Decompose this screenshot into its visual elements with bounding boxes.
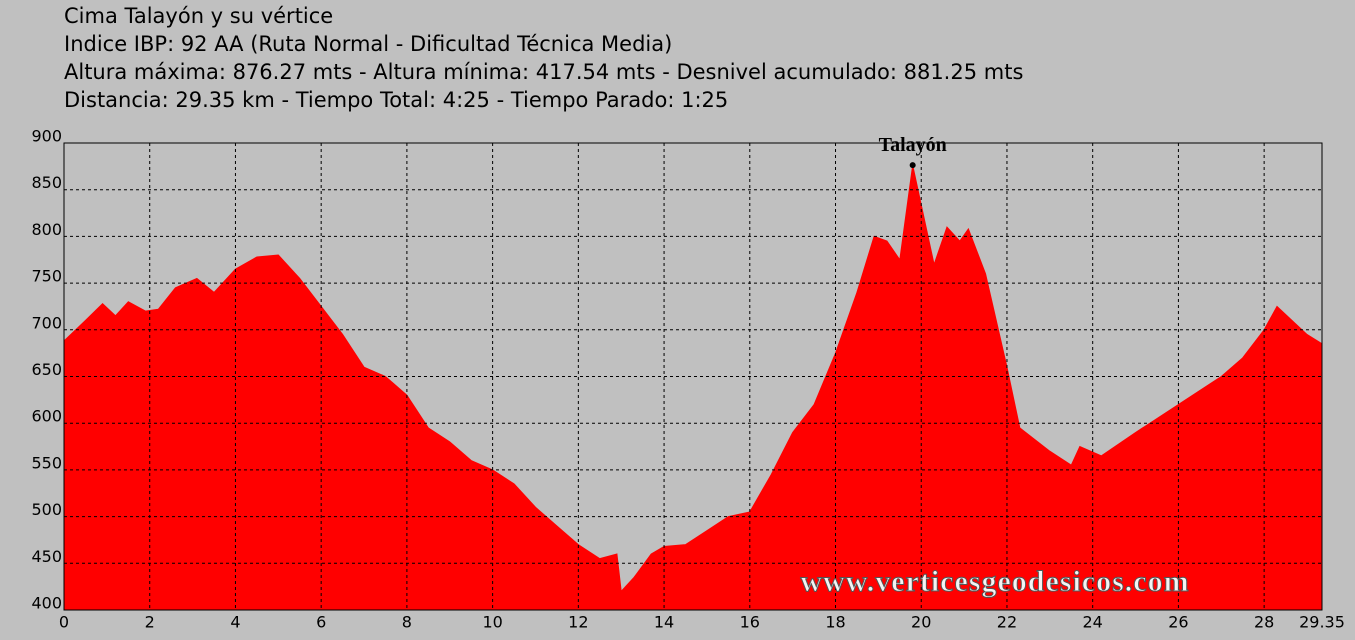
x-tick-label: 10 [482,613,502,632]
x-tick-label: 8 [402,613,412,632]
y-tick-label: 450 [31,547,62,566]
x-tick-label: 16 [740,613,760,632]
chart-title: Cima Talayón y su vértice [64,4,333,28]
x-tick-label: 18 [825,613,845,632]
y-tick-label: 550 [31,453,62,472]
plot-border [63,142,1323,611]
y-tick-label: 900 [31,127,62,146]
y-tick-label: 650 [31,360,62,379]
x-tick-label: 4 [230,613,240,632]
x-tick-label: 28 [1254,613,1274,632]
watermark: www.verticesgeodesicos.com [800,565,1189,598]
x-tick-label: 24 [1083,613,1103,632]
y-tick-label: 800 [31,220,62,239]
x-tick-label: 12 [568,613,588,632]
x-tick-label: 2 [145,613,155,632]
x-tick-label: 29.35 [1299,613,1345,632]
y-tick-label: 600 [31,407,62,426]
x-tick-label: 22 [997,613,1017,632]
annotation: Talayón [879,134,947,156]
y-tick-label: 700 [31,313,62,332]
x-tick-label: 0 [59,613,69,632]
x-tick-label: 6 [316,613,326,632]
y-tick-label: 500 [31,500,62,519]
subtitle: Altura máxima: 876.27 mts - Altura mínim… [64,60,1023,84]
x-tick-label: 20 [911,613,931,632]
peak-marker [909,162,916,169]
y-tick-label: 850 [31,173,62,192]
y-tick-label: 750 [31,267,62,286]
elevation-area [63,165,1323,611]
x-tick-label: 26 [1168,613,1188,632]
subtitle: Indice IBP: 92 AA (Ruta Normal - Dificul… [64,32,672,56]
subtitle: Distancia: 29.35 km - Tiempo Total: 4:25… [64,88,728,112]
x-tick-label: 14 [654,613,674,632]
y-tick-label: 400 [31,594,62,613]
